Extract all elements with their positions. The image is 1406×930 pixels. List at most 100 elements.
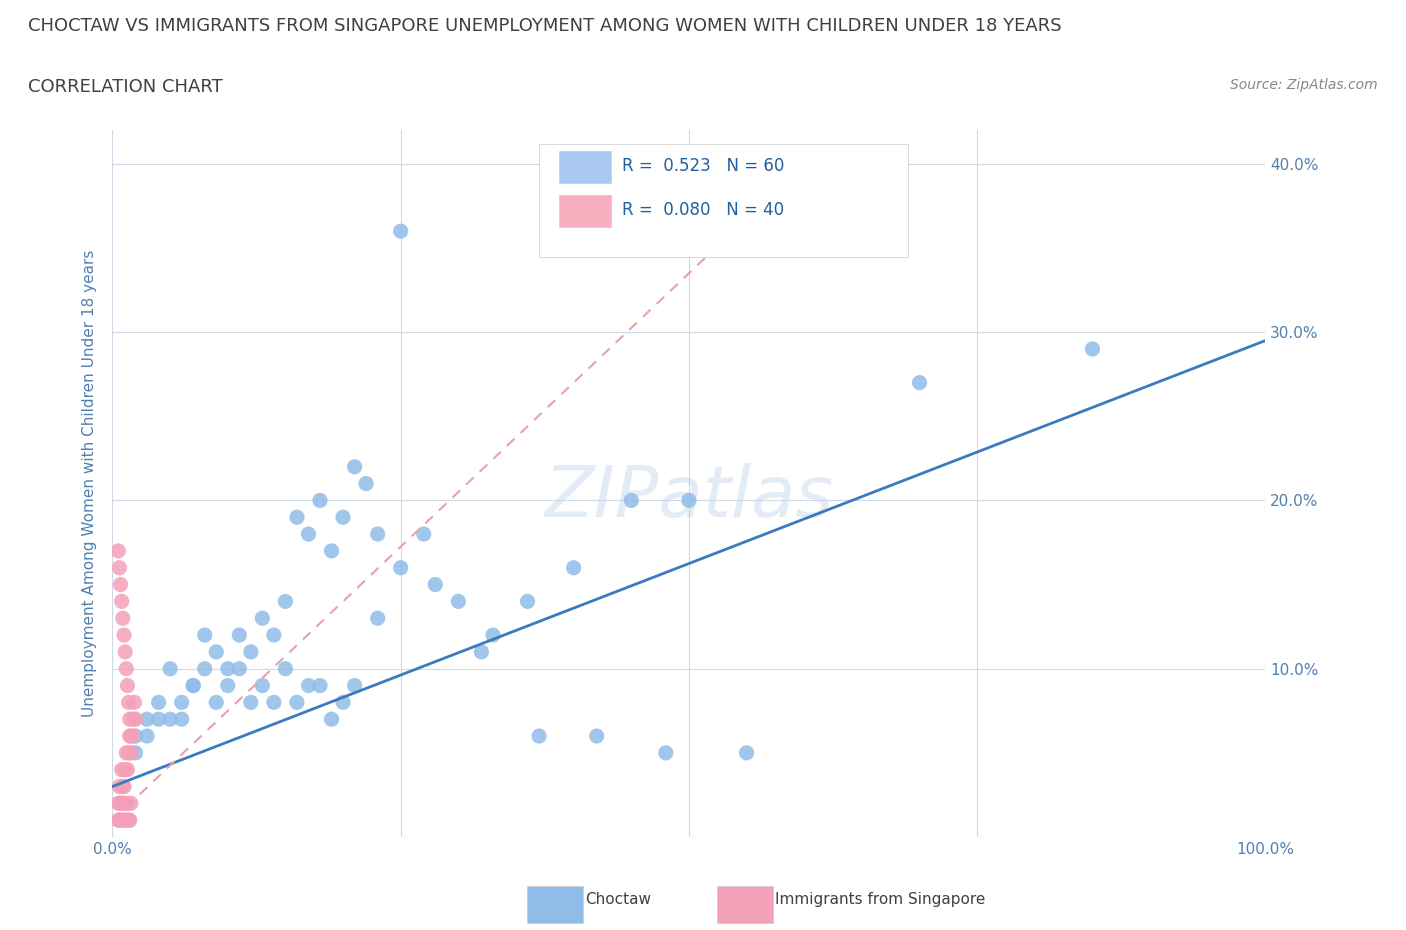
FancyBboxPatch shape: [558, 152, 610, 183]
Point: [118, 728, 141, 743]
Point: [107, 813, 129, 828]
Point: [112, 779, 135, 794]
Point: [205, 644, 228, 659]
Point: [111, 813, 134, 828]
Point: [115, 661, 138, 676]
FancyBboxPatch shape: [538, 144, 908, 258]
Point: [159, 661, 181, 676]
Point: [482, 628, 505, 643]
Point: [217, 661, 239, 676]
Text: ZIPatlas: ZIPatlas: [544, 463, 834, 532]
Point: [114, 763, 136, 777]
Point: [389, 224, 412, 239]
Point: [470, 644, 492, 659]
Point: [117, 763, 139, 777]
Point: [114, 813, 136, 828]
Point: [117, 678, 139, 693]
Point: [136, 728, 159, 743]
Point: [108, 779, 131, 794]
Point: [170, 695, 193, 710]
Point: [274, 594, 297, 609]
Point: [111, 594, 134, 609]
Point: [228, 661, 250, 676]
Point: [194, 661, 217, 676]
Point: [678, 493, 700, 508]
Point: [425, 578, 447, 592]
FancyBboxPatch shape: [558, 195, 610, 227]
Point: [735, 746, 758, 761]
Point: [111, 796, 134, 811]
Point: [263, 695, 285, 710]
Point: [120, 796, 142, 811]
Y-axis label: Unemployment Among Women with Children Under 18 years: Unemployment Among Women with Children U…: [82, 250, 97, 717]
Point: [110, 796, 132, 811]
Point: [117, 813, 139, 828]
Point: [332, 695, 354, 710]
Point: [159, 711, 181, 726]
Point: [297, 678, 319, 693]
Point: [120, 746, 142, 761]
Text: Source: ZipAtlas.com: Source: ZipAtlas.com: [1230, 78, 1378, 92]
Text: Choctaw: Choctaw: [585, 892, 651, 907]
Point: [124, 728, 146, 743]
Text: CHOCTAW VS IMMIGRANTS FROM SINGAPORE UNEMPLOYMENT AMONG WOMEN WITH CHILDREN UNDE: CHOCTAW VS IMMIGRANTS FROM SINGAPORE UNE…: [28, 17, 1062, 34]
Point: [205, 695, 228, 710]
Point: [114, 644, 136, 659]
Point: [118, 711, 141, 726]
Point: [181, 678, 204, 693]
Point: [908, 375, 931, 390]
Text: R =  0.080   N = 40: R = 0.080 N = 40: [621, 201, 785, 219]
Point: [309, 493, 332, 508]
Point: [108, 560, 131, 575]
Point: [112, 796, 135, 811]
Point: [354, 476, 377, 491]
Point: [297, 526, 319, 541]
Point: [107, 543, 129, 558]
Point: [252, 611, 274, 626]
Point: [111, 611, 134, 626]
Point: [239, 695, 262, 710]
Text: CORRELATION CHART: CORRELATION CHART: [28, 78, 224, 96]
Point: [332, 510, 354, 525]
Point: [120, 728, 142, 743]
Point: [118, 813, 141, 828]
Point: [112, 628, 135, 643]
Point: [263, 628, 285, 643]
Point: [136, 711, 159, 726]
Point: [181, 678, 204, 693]
Point: [321, 711, 343, 726]
Point: [309, 678, 332, 693]
Point: [285, 510, 308, 525]
Point: [274, 661, 297, 676]
Point: [117, 796, 139, 811]
Point: [585, 728, 607, 743]
Point: [194, 628, 217, 643]
Point: [107, 796, 129, 811]
Point: [148, 695, 170, 710]
Point: [115, 813, 138, 828]
Point: [108, 813, 131, 828]
Point: [343, 678, 366, 693]
Point: [562, 560, 585, 575]
Point: [121, 728, 143, 743]
Point: [111, 763, 134, 777]
Point: [1081, 341, 1104, 356]
Point: [516, 594, 538, 609]
Point: [124, 746, 146, 761]
Point: [389, 560, 412, 575]
Text: Immigrants from Singapore: Immigrants from Singapore: [775, 892, 986, 907]
Point: [321, 543, 343, 558]
Point: [367, 611, 389, 626]
Point: [252, 678, 274, 693]
Point: [412, 526, 434, 541]
Point: [110, 796, 132, 811]
Point: [117, 695, 139, 710]
Point: [228, 628, 250, 643]
Point: [148, 711, 170, 726]
Point: [527, 728, 550, 743]
Point: [620, 493, 643, 508]
Point: [111, 779, 134, 794]
Point: [447, 594, 470, 609]
Point: [124, 695, 146, 710]
Point: [170, 711, 193, 726]
